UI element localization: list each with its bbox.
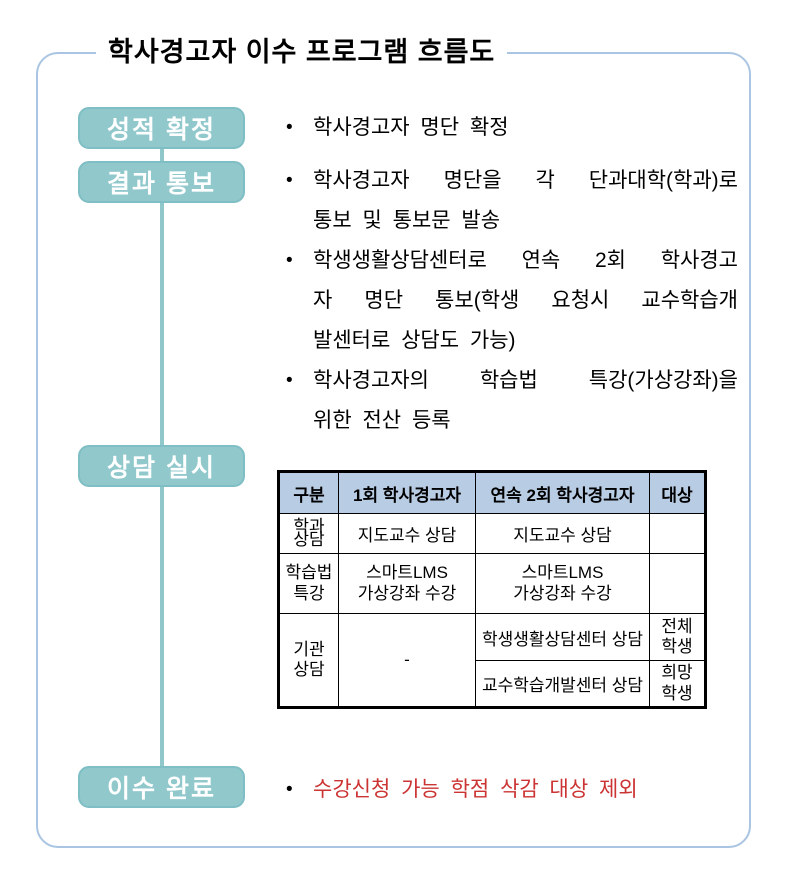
counseling-table-container: 구분 1회 학사경고자 연속 2회 학사경고자 대상 학과 상담 지도교수 상담… xyxy=(277,470,707,709)
stage-label: 결과 통보 xyxy=(107,170,216,198)
stage-label: 성적 확정 xyxy=(107,116,216,144)
col-header-target: 대상 xyxy=(649,471,706,514)
table-row: 교수학습개발센터 상담 희망 학생 xyxy=(279,660,706,708)
bullet-item: • 학생생활상담센터로 연속 2회 학사경고 자 명단 통보(학생 요청시 교수… xyxy=(286,241,738,361)
notes-completion: • 수강신청 가능 학점 삭감 대상 제외 xyxy=(286,770,738,810)
bullet-line: 학사경고자 명단을 각 단과대학(학과)로 xyxy=(313,169,738,192)
counseling-table: 구분 1회 학사경고자 연속 2회 학사경고자 대상 학과 상담 지도교수 상담… xyxy=(277,470,707,709)
cell-lecture-label: 학습법 특강 xyxy=(278,553,339,614)
notes-grade-confirm: • 학사경고자 명단 확정 xyxy=(286,108,738,148)
page-title: 학사경고자 이수 프로그램 흐름도 xyxy=(96,33,508,71)
stage-box-grade-confirm: 성적 확정 xyxy=(78,107,245,149)
bullet-line-alert: 수강신청 가능 학점 삭감 대상 제외 xyxy=(313,778,638,801)
cell-org-target-2: 희망 학생 xyxy=(649,660,706,708)
bullet-line: 자 명단 통보(학생 요청시 교수학습개 xyxy=(313,289,738,312)
stage-box-completion: 이수 완료 xyxy=(78,766,245,808)
bullet-icon: • xyxy=(286,250,293,271)
cell-lecture-second: 스마트LMS 가상강좌 수강 xyxy=(475,553,650,614)
bullet-icon: • xyxy=(286,779,293,800)
stage-label: 이수 완료 xyxy=(107,775,216,803)
bullet-line: 통보 및 통보문 발송 xyxy=(313,209,501,232)
bullet-line: 학생생활상담센터로 연속 2회 학사경고 xyxy=(313,249,738,272)
col-header-first-warning: 1회 학사경고자 xyxy=(338,471,476,514)
stage-box-counseling: 상담 실시 xyxy=(78,445,245,487)
bullet-icon: • xyxy=(286,170,293,191)
cell-lecture-target xyxy=(649,553,706,614)
stage-box-result-notify: 결과 통보 xyxy=(78,161,245,203)
bullet-line: 위한 전산 등록 xyxy=(313,409,451,432)
cell-org-second-2: 교수학습개발센터 상담 xyxy=(475,660,650,708)
cell-org-second-1: 학생생활상담센터 상담 xyxy=(475,613,650,661)
stage-label: 상담 실시 xyxy=(107,454,216,482)
col-header-category: 구분 xyxy=(278,471,339,514)
bullet-line: 발센터로 상담도 가능) xyxy=(313,329,516,352)
bullet-line: 학사경고자 명단 확정 xyxy=(313,116,509,139)
table-row: 학습법 특강 스마트LMS 가상강좌 수강 스마트LMS 가상강좌 수강 xyxy=(278,553,706,614)
bullet-line: 학사경고자의 학습법 특강(가상강좌)을 xyxy=(313,369,738,392)
cell-dept-label: 학과 상담 xyxy=(278,513,339,554)
bullet-item: • 학사경고자의 학습법 특강(가상강좌)을 위한 전산 등록 xyxy=(286,361,738,441)
bullet-item: • 학사경고자 명단 확정 xyxy=(286,108,738,148)
bullet-icon: • xyxy=(286,370,293,391)
cell-org-first: - xyxy=(338,613,476,708)
table-header-row: 구분 1회 학사경고자 연속 2회 학사경고자 대상 xyxy=(278,471,706,514)
bullet-item: • 수강신청 가능 학점 삭감 대상 제외 xyxy=(286,770,738,810)
bullet-item: • 학사경고자 명단을 각 단과대학(학과)로 통보 및 통보문 발송 xyxy=(286,161,738,241)
cell-dept-target xyxy=(649,513,706,554)
bullet-icon: • xyxy=(286,117,293,138)
cell-dept-second: 지도교수 상담 xyxy=(475,513,650,554)
cell-org-target-1: 전체 학생 xyxy=(649,613,706,661)
cell-org-label: 기관 상담 xyxy=(278,613,339,708)
table-row: 기관 상담 - 학생생활상담센터 상담 전체 학생 xyxy=(278,613,706,708)
cell-dept-first: 지도교수 상담 xyxy=(338,513,476,554)
notes-result-notify: • 학사경고자 명단을 각 단과대학(학과)로 통보 및 통보문 발송 • 학생… xyxy=(286,161,738,441)
cell-lecture-first: 스마트LMS 가상강좌 수강 xyxy=(338,553,476,614)
table-row: 학과 상담 지도교수 상담 지도교수 상담 xyxy=(278,513,706,554)
col-header-second-warning: 연속 2회 학사경고자 xyxy=(475,471,650,514)
